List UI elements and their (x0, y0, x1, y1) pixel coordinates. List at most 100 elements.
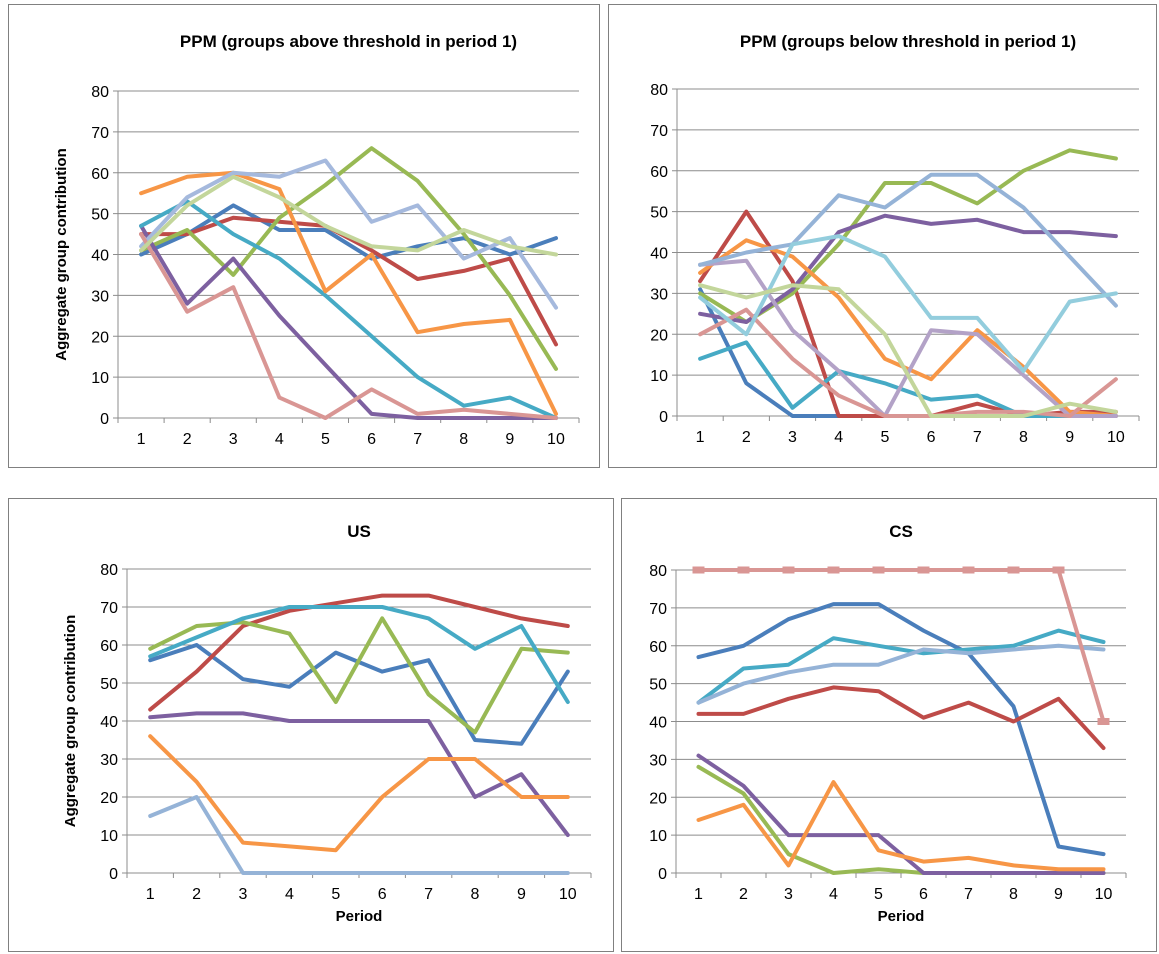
x-tick-label: 3 (788, 429, 797, 446)
x-tick-label: 4 (285, 886, 294, 903)
x-tick-label: 9 (1065, 429, 1074, 446)
y-tick-label: 40 (91, 248, 109, 265)
y-tick-label: 0 (659, 409, 668, 426)
y-tick-label: 60 (91, 166, 109, 183)
y-tick-label: 70 (649, 601, 667, 618)
y-tick-label: 80 (650, 82, 668, 99)
y-tick-label: 50 (91, 207, 109, 224)
chart-panel-us: US 0 10 20 30 40 50 60 70 80 1 2 3 4 5 6 7 8 9 10 Aggregate … (8, 498, 614, 952)
chart-panel-ppm-above: PPM (groups above threshold in period 1)… (8, 4, 600, 468)
y-tick-label: 30 (91, 288, 109, 305)
x-tick-label: 10 (547, 431, 565, 448)
chart-panel-cs: CS 0 10 20 30 40 50 60 70 80 1 2 3 4 5 6 7 8 9 10 Period (621, 498, 1157, 952)
x-tick-label: 2 (192, 886, 201, 903)
y-tick-label: 50 (100, 676, 118, 693)
x-tick-label: 4 (275, 431, 284, 448)
x-axis-title: Period (878, 908, 925, 925)
x-tick-label: 6 (927, 429, 936, 446)
series-line-9 (139, 174, 558, 257)
series-line-11 (698, 283, 1118, 418)
series-line-6 (148, 734, 570, 853)
y-tick-label: 10 (91, 370, 109, 387)
series-line-8 (696, 568, 1106, 724)
series-line-1 (696, 602, 1106, 857)
x-tick-label: 2 (183, 431, 192, 448)
x-tick-label: 5 (880, 429, 889, 446)
x-tick-label: 6 (378, 886, 387, 903)
chart-title: PPM (groups below threshold in period 1) (740, 32, 1076, 51)
series-line-4 (148, 711, 570, 837)
y-tick-label: 50 (649, 677, 667, 694)
x-tick-label: 8 (1009, 886, 1018, 903)
chart-title: PPM (groups above threshold in period 1) (180, 32, 517, 51)
x-tick-label: 3 (239, 886, 248, 903)
y-axis-title: Aggregate group contribution (62, 615, 79, 827)
chart-title: CS (889, 522, 913, 541)
y-tick-label: 70 (91, 125, 109, 142)
x-tick-label: 6 (367, 431, 376, 448)
chart-panel-ppm-below: PPM (groups below threshold in period 1)… (608, 4, 1157, 468)
y-tick-label: 30 (649, 752, 667, 769)
x-tick-label: 1 (694, 886, 703, 903)
series-line-2 (696, 685, 1106, 750)
y-tick-label: 50 (650, 205, 668, 222)
series-line-2 (148, 593, 570, 712)
series-line-6 (139, 170, 558, 416)
x-tick-label: 10 (1095, 886, 1113, 903)
y-tick-label: 20 (91, 329, 109, 346)
x-tick-label: 6 (919, 886, 928, 903)
y-tick-label: 10 (650, 368, 668, 385)
y-tick-label: 30 (100, 752, 118, 769)
x-tick-label: 9 (517, 886, 526, 903)
series-line-3 (139, 146, 558, 371)
x-tick-label: 3 (784, 886, 793, 903)
series-line-5 (148, 605, 570, 704)
x-tick-label: 5 (321, 431, 330, 448)
series-line-10 (698, 234, 1118, 373)
x-tick-label: 3 (229, 431, 238, 448)
y-tick-label: 80 (100, 562, 118, 579)
y-tick-label: 0 (658, 866, 667, 883)
x-tick-label: 9 (1054, 886, 1063, 903)
x-tick-label: 9 (505, 431, 514, 448)
series-line-6 (696, 780, 1106, 872)
x-tick-label: 8 (1019, 429, 1028, 446)
series-line-5 (698, 340, 1118, 418)
y-tick-label: 80 (649, 563, 667, 580)
y-tick-label: 0 (100, 411, 109, 428)
chart-svg-us: US 0 10 20 30 40 50 60 70 80 1 2 3 4 5 6 7 8 9 10 Aggregate … (62, 522, 592, 925)
x-tick-label: 5 (331, 886, 340, 903)
x-tick-label: 1 (696, 429, 705, 446)
x-tick-label: 8 (471, 886, 480, 903)
x-tick-label: 1 (137, 431, 146, 448)
x-tick-label: 5 (874, 886, 883, 903)
y-tick-label: 40 (649, 715, 667, 732)
x-tick-label: 4 (829, 886, 838, 903)
chart-svg-ppm-below: PPM (groups below threshold in period 1)… (650, 32, 1140, 446)
x-tick-label: 2 (742, 429, 751, 446)
y-tick-label: 60 (100, 638, 118, 655)
y-tick-label: 30 (650, 286, 668, 303)
y-tick-label: 20 (649, 790, 667, 807)
y-tick-label: 40 (100, 714, 118, 731)
y-tick-label: 60 (649, 639, 667, 656)
series-line-5 (139, 199, 558, 420)
y-tick-label: 70 (650, 123, 668, 140)
x-tick-label: 10 (559, 886, 577, 903)
series-line-4 (139, 223, 558, 420)
y-tick-label: 20 (100, 790, 118, 807)
x-tick-label: 8 (459, 431, 468, 448)
x-tick-label: 7 (964, 886, 973, 903)
x-tick-label: 1 (146, 886, 155, 903)
x-tick-label: 7 (413, 431, 422, 448)
chart-svg-cs: CS 0 10 20 30 40 50 60 70 80 1 2 3 4 5 6 7 8 9 10 Period (649, 522, 1127, 925)
y-tick-label: 20 (650, 327, 668, 344)
chart-title: US (347, 522, 371, 541)
y-tick-label: 10 (100, 828, 118, 845)
x-tick-label: 2 (739, 886, 748, 903)
y-tick-label: 70 (100, 600, 118, 617)
series-line-8 (139, 232, 558, 420)
y-tick-label: 40 (650, 246, 668, 263)
series-line-8 (698, 307, 1118, 418)
y-tick-label: 60 (650, 164, 668, 181)
